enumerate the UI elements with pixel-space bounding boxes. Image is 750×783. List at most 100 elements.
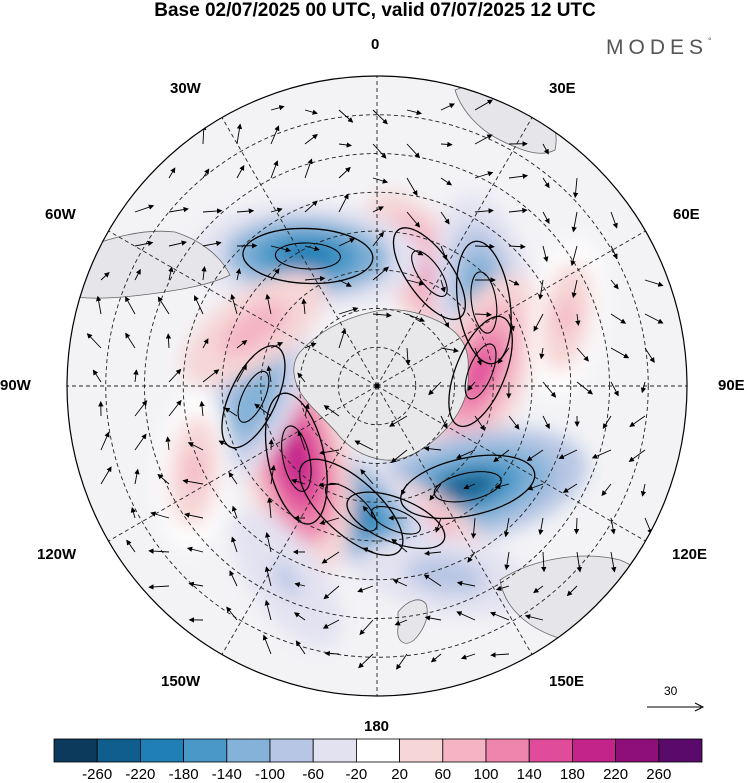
wind-vector [542,381,557,398]
latitude-circle [105,114,649,658]
wind-vector [134,268,141,281]
wind-vector [184,512,204,519]
wind-vector [236,123,243,145]
wind-vector [440,245,448,261]
wind-vector [440,347,459,353]
wind-vector [304,342,317,349]
wind-vector [323,405,340,417]
anomaly-blob [231,509,343,649]
new-zealand-coast [397,599,428,644]
wind-vector [304,245,320,252]
anomaly-blob [182,271,327,386]
colorbar-swatch [615,738,660,763]
wind-vector [542,177,550,189]
wind-vector [508,173,529,179]
wind-vector [236,208,255,214]
anomaly-contour [448,315,513,428]
wind-vector [591,449,612,459]
anomaly-blob [158,393,231,550]
meridian-line [108,385,378,542]
wind-vector [294,582,306,588]
wind-vector [194,295,204,315]
wind-vector [295,640,306,655]
wind-vector [86,333,102,349]
wind-vector [406,313,426,322]
wind-vector [338,142,352,148]
wind-vector [440,415,448,429]
wind-vector [562,483,578,493]
wind-vector [304,109,318,115]
wind-vector [323,585,340,600]
wind-vector [218,440,238,451]
logo-mark: ° [708,36,712,46]
wind-vector [100,466,112,485]
wind-vector [270,342,284,349]
wind-vector [508,313,515,332]
modes-logo: MODES° [606,36,712,60]
wind-vector [372,143,387,159]
wind-vector [424,550,442,556]
wind-vector [134,400,148,417]
wind-vector [474,171,494,179]
antarctica-landmass [293,309,469,461]
wind-vector [430,653,442,663]
wind-vector [357,585,374,593]
wind-vector [321,551,340,564]
wind-vector [390,449,408,463]
wind-vector [270,105,285,111]
lon-label-30w: 30W [170,80,201,97]
reference-vector-arrow [647,702,705,712]
wind-vector [524,614,544,621]
wind-vector [133,369,139,383]
wind-vector [157,296,170,315]
meridian-line [108,230,378,387]
wind-vector [188,581,204,588]
wind-vector [150,511,170,519]
lon-label-90e: 90E [718,377,745,394]
wind-vector [125,332,136,349]
wind-vector [319,449,340,456]
wind-vector [570,245,578,267]
wind-vector [304,275,326,282]
wind-vector [389,415,408,427]
anomaly-contour [456,240,512,365]
wind-vector [358,653,374,669]
wind-vector [182,478,204,485]
wind-vector [236,339,248,349]
wind-vector [542,211,550,224]
wind-vector [541,551,547,573]
wind-vector [576,381,594,395]
wind-vector [533,313,544,332]
lon-label-180: 180 [364,718,390,735]
lon-label-0: 0 [371,36,380,53]
wind-vector [130,506,136,519]
reference-vector-label: 30 [664,684,678,698]
colorbar-tick-label: 20 [391,766,408,783]
wind-vector [542,143,549,155]
wind-vector [262,634,272,655]
wind-vector [304,133,318,145]
lon-label-30e: 30E [549,80,576,97]
wind-vector [270,268,280,281]
latitude-circle [260,269,494,503]
wind-vector [542,415,550,430]
wind-vector [526,449,544,462]
colorbar-tick-label: 60 [434,766,452,783]
wind-vector [610,551,617,573]
lon-label-60w: 60W [45,206,76,223]
wind-vector [186,546,204,553]
meridian-line [376,117,533,387]
wind-vector [392,579,408,587]
map-title: Base 02/07/2025 00 UTC, valid 07/07/2025… [154,0,596,21]
wind-vector [168,368,182,383]
anomaly-contour [242,227,374,285]
wind-vector [391,538,408,553]
wind-vector [372,109,388,125]
wind-vector [338,109,354,123]
wind-vector [319,517,340,525]
wind-vector [235,268,242,281]
colorbar-swatch [183,738,228,763]
wind-vector [490,652,510,658]
wind-vector [362,547,374,553]
wind-vector [125,296,136,315]
